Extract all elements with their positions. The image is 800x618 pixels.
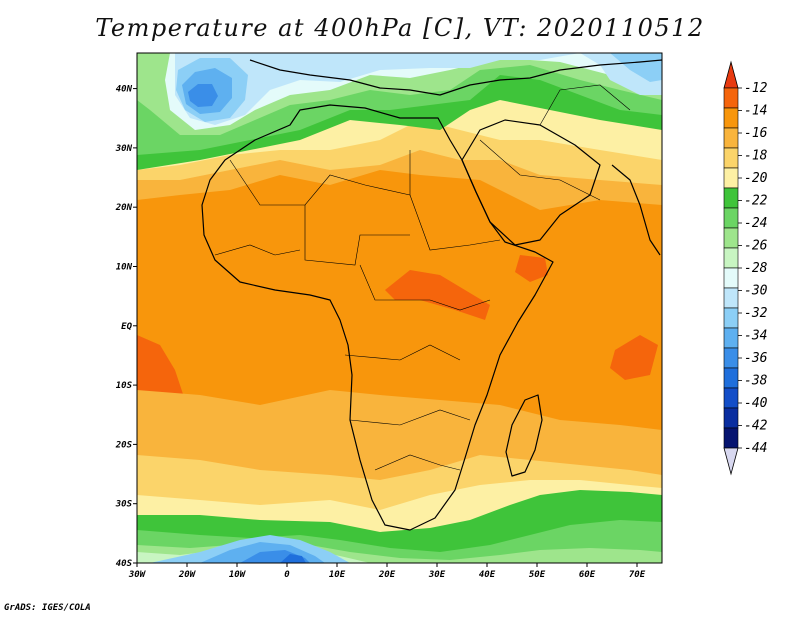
europe-coastline — [249, 59, 662, 96]
border-line — [409, 194, 501, 251]
colorbar: -12 -14 -16 -18 -20 -22 -24 -26 -28 -30 -32 -34 -36 -… — [723, 60, 768, 476]
field-band-38-north — [188, 84, 218, 107]
y-tick-label: 10S — [116, 381, 133, 391]
credit-label: GrADS: IGES/COLA — [4, 603, 91, 613]
colorbar-swatch — [723, 367, 739, 389]
colorbar-label: -34 — [744, 329, 767, 344]
x-tick-label: 60E — [579, 570, 596, 580]
colorbar-label: -22 — [744, 194, 768, 209]
colorbar-label: -38 — [744, 374, 768, 389]
field-band-32-north — [175, 53, 580, 125]
border-line — [539, 84, 631, 126]
colorbar-label: -36 — [744, 351, 768, 366]
x-tick-label: 30W — [128, 570, 147, 580]
y-tick-label: 30S — [115, 500, 133, 510]
colorbar-swatch — [723, 267, 739, 289]
madagascar-coastline — [505, 394, 543, 477]
colorbar-label: -40 — [744, 396, 768, 411]
temperature-field — [137, 53, 662, 563]
colorbar-label: -16 — [744, 126, 768, 141]
africa-coastline — [201, 104, 554, 531]
y-tick-label: 30N — [115, 144, 133, 154]
colorbar-swatch — [723, 147, 739, 169]
y-tick-label: EQ — [121, 322, 132, 332]
chart-title: Temperature at 400hPa [C], VT: 202011051… — [95, 14, 705, 42]
border-line — [359, 264, 491, 311]
colorbar-label: -28 — [744, 261, 768, 276]
x-tick-label: 70E — [629, 570, 646, 580]
x-tick-label: 10E — [329, 570, 346, 580]
x-tick-label: 20W — [178, 570, 197, 580]
colorbar-label: -44 — [744, 441, 767, 456]
x-tick-label: 0 — [284, 570, 290, 580]
x-tick-label: 40E — [479, 570, 496, 580]
colorbar-swatch — [723, 87, 739, 109]
colorbar-swatch — [723, 167, 739, 189]
field-band-34-northeast — [610, 53, 662, 82]
colorbar-swatch — [723, 227, 739, 249]
colorbar-swatch — [723, 387, 739, 409]
border-line — [214, 244, 301, 256]
y-tick-label: 20N — [115, 203, 133, 213]
x-tick-label: 30E — [428, 570, 446, 580]
colorbar-label: -12 — [744, 81, 768, 96]
colorbar-label: -24 — [744, 216, 767, 231]
border-line — [349, 409, 471, 426]
map-frame — [136, 52, 663, 564]
border-line — [374, 454, 461, 471]
colorbar-label: -42 — [744, 419, 768, 434]
colorbar-swatch — [723, 347, 739, 369]
colorbar-label: -26 — [744, 239, 768, 254]
colorbar-label: -18 — [744, 149, 768, 164]
colorbar-arrow-bottom — [723, 447, 739, 476]
y-tick-label: 40S — [116, 559, 133, 569]
colorbar-swatch — [723, 427, 739, 449]
colorbar-label: -32 — [744, 306, 768, 321]
border-line — [304, 205, 410, 266]
field-band-14-central — [385, 270, 490, 320]
colorbar-label: -20 — [744, 171, 768, 186]
colorbar-swatch — [723, 327, 739, 349]
field-band-14-horn — [515, 255, 548, 282]
colorbar-label: -30 — [744, 284, 768, 299]
field-band-14-east — [610, 335, 658, 380]
field-band-38-south — [280, 554, 306, 563]
x-tick-label: 10W — [229, 570, 247, 580]
colorbar-swatch — [723, 127, 739, 149]
y-tick-label: 10N — [116, 262, 133, 272]
colorbar-swatch — [723, 287, 739, 309]
border-line — [344, 344, 461, 361]
colorbar-label: -14 — [744, 104, 767, 119]
y-tick-label: 20S — [115, 440, 133, 450]
y-tick-label: 40N — [116, 85, 133, 95]
y-axis: 40N 30N 20N 10N EQ 10S 20S 30S 40S — [115, 85, 137, 569]
colorbar-swatch — [723, 247, 739, 269]
colorbar-swatch — [723, 207, 739, 229]
colorbar-swatch — [723, 107, 739, 129]
colorbar-swatch — [723, 307, 739, 329]
country-borders — [214, 84, 631, 471]
colorbar-swatch — [723, 407, 739, 429]
border-line — [479, 139, 601, 201]
colorbar-swatch — [723, 187, 739, 209]
colorbar-arrow-top — [723, 60, 739, 89]
x-tick-label: 20E — [378, 570, 396, 580]
x-axis: 30W 20W 10W 0 10E 20E 30E 40E 50E 60E 70E — [128, 563, 646, 580]
x-tick-label: 50E — [529, 570, 546, 580]
india-coastline — [611, 164, 661, 256]
